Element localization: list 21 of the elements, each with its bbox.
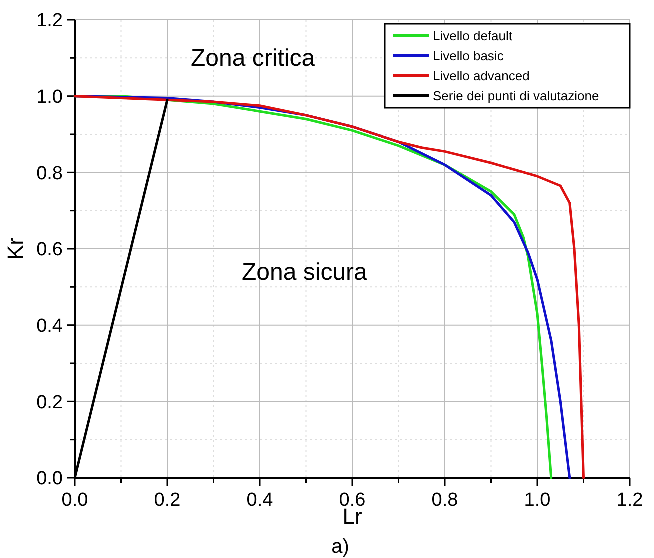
y-tick-label: 1.2: [36, 10, 63, 32]
x-tick-label: 1.2: [616, 490, 644, 511]
annotation: Zona sicura: [242, 259, 368, 286]
x-tick-label: 0.0: [62, 490, 88, 511]
y-axis-title: Kr: [3, 238, 28, 260]
y-tick-label: 0.2: [36, 392, 63, 414]
x-tick-label: 1.0: [524, 490, 551, 511]
x-tick-label: 0.2: [154, 490, 181, 511]
y-tick-label: 1.0: [36, 86, 63, 108]
legend-label: Livello default: [433, 28, 513, 44]
y-tick-label: 0.6: [36, 240, 63, 261]
legend-label: Serie dei punti di valutazione: [433, 88, 600, 104]
x-tick-label: 0.4: [246, 490, 274, 511]
legend-label: Livello basic: [433, 48, 504, 64]
annotation: Zona critica: [191, 45, 316, 72]
y-tick-label: 0.8: [36, 163, 63, 184]
y-tick-label: 0.4: [36, 316, 64, 337]
y-tick-label: 0.0: [36, 468, 63, 490]
legend-label: Livello advanced: [433, 68, 530, 84]
x-tick-label: 0.8: [432, 490, 458, 511]
text: a): [332, 536, 350, 558]
